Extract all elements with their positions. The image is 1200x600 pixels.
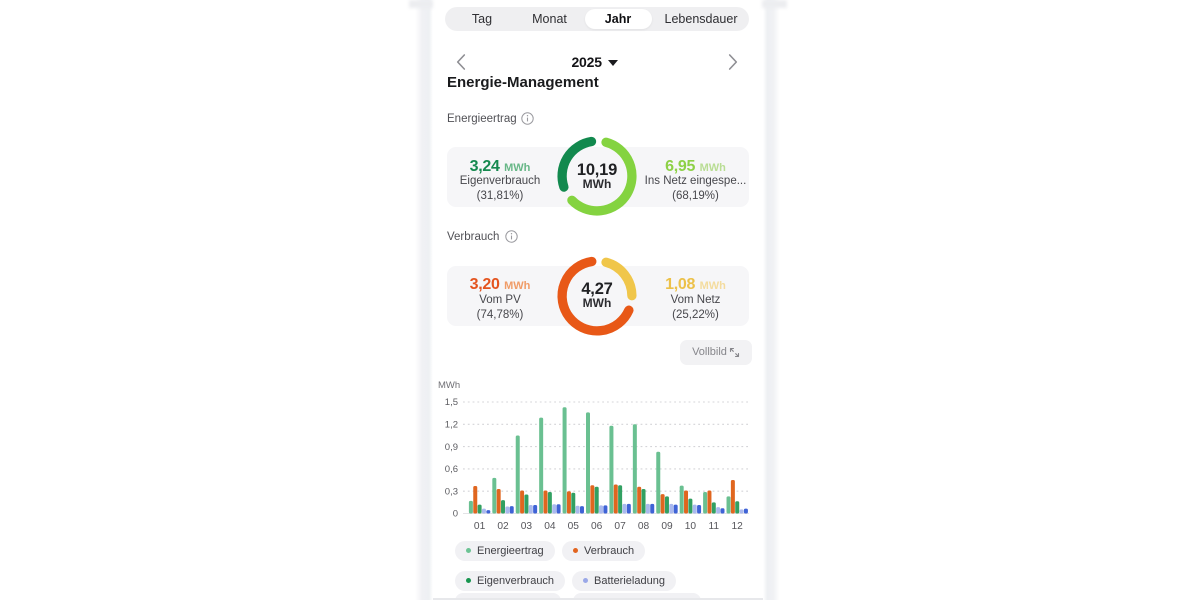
svg-text:11: 11 bbox=[709, 521, 720, 532]
svg-text:0: 0 bbox=[453, 509, 458, 520]
svg-text:0,9: 0,9 bbox=[445, 442, 458, 453]
svg-text:0,6: 0,6 bbox=[445, 464, 458, 475]
svg-text:06: 06 bbox=[591, 521, 603, 532]
svg-text:0,3: 0,3 bbox=[445, 486, 458, 497]
svg-text:05: 05 bbox=[568, 521, 580, 532]
svg-text:08: 08 bbox=[638, 521, 650, 532]
svg-text:10: 10 bbox=[685, 521, 697, 532]
svg-text:01: 01 bbox=[474, 521, 486, 532]
svg-text:02: 02 bbox=[497, 521, 509, 532]
svg-text:1,2: 1,2 bbox=[445, 420, 458, 431]
svg-text:09: 09 bbox=[661, 521, 673, 532]
svg-text:MWh: MWh bbox=[438, 380, 460, 391]
svg-text:03: 03 bbox=[521, 521, 533, 532]
svg-text:1,5: 1,5 bbox=[445, 397, 458, 408]
svg-text:04: 04 bbox=[544, 521, 556, 532]
svg-text:07: 07 bbox=[614, 521, 626, 532]
svg-text:12: 12 bbox=[732, 521, 744, 532]
